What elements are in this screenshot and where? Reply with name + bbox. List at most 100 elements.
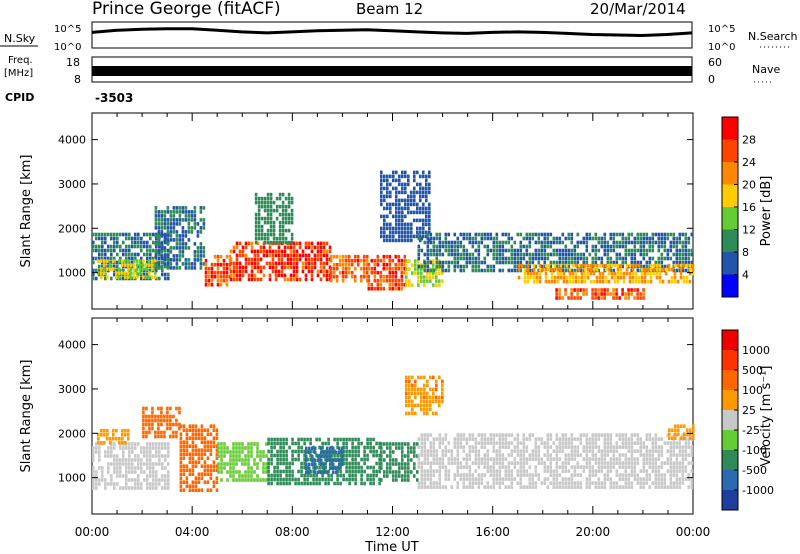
data-cell (525, 485, 529, 489)
data-cell (689, 436, 692, 440)
data-cell (516, 252, 520, 257)
data-cell (669, 441, 673, 445)
data-cell (267, 469, 270, 474)
data-cell (498, 433, 502, 437)
data-cell (639, 260, 643, 265)
data-cell (417, 248, 421, 253)
data-cell (398, 206, 401, 211)
data-cell (621, 433, 625, 437)
data-cell (282, 445, 285, 450)
data-cell (376, 286, 380, 291)
data-cell (523, 267, 527, 272)
data-cell (411, 283, 414, 287)
data-cell (465, 437, 469, 441)
data-cell (604, 275, 608, 280)
data-cell (369, 481, 372, 486)
data-cell (185, 448, 189, 452)
data-cell (528, 232, 532, 237)
data-cell (591, 437, 595, 441)
data-cell (516, 469, 520, 473)
data-cell (471, 449, 475, 453)
data-cell (522, 445, 526, 449)
data-cell (462, 481, 466, 485)
data-cell (400, 278, 404, 283)
data-cell (400, 258, 404, 263)
data-cell (155, 454, 158, 458)
data-cell (351, 441, 354, 446)
data-cell (160, 422, 163, 427)
data-cell (534, 437, 538, 441)
data-cell (504, 445, 508, 449)
data-cell (325, 261, 329, 266)
data-cell (104, 450, 107, 454)
data-cell (256, 450, 259, 454)
data-cell (266, 228, 270, 233)
data-cell (627, 481, 631, 485)
data-cell (576, 449, 580, 453)
data-cell (241, 450, 244, 454)
data-cell (674, 432, 677, 436)
data-cell (253, 462, 256, 466)
data-cell (303, 449, 306, 454)
data-cell (591, 260, 595, 265)
data-cell (330, 461, 333, 466)
data-cell (404, 190, 407, 195)
data-cell (166, 218, 170, 222)
data-cell (639, 236, 643, 241)
data-cell (615, 457, 619, 461)
data-cell (543, 445, 547, 449)
data-cell (660, 256, 664, 261)
data-cell (453, 477, 457, 481)
data-cell (247, 462, 250, 466)
data-cell (633, 260, 637, 265)
data-cell (232, 269, 236, 274)
data-cell (363, 453, 366, 458)
data-cell (190, 226, 194, 230)
data-cell (522, 433, 526, 437)
data-cell (498, 437, 502, 441)
data-cell (223, 442, 226, 446)
data-cell (247, 442, 250, 446)
data-cell (660, 232, 664, 237)
data-cell (109, 267, 112, 271)
data-cell (182, 448, 186, 452)
data-cell (519, 248, 523, 253)
data-cell (603, 437, 607, 441)
data-cell (175, 418, 178, 423)
data-cell (397, 286, 401, 291)
data-cell (392, 178, 395, 183)
data-cell (98, 252, 101, 257)
data-cell (215, 456, 219, 460)
data-cell (106, 428, 109, 433)
data-cell (642, 469, 646, 473)
data-cell (262, 253, 266, 258)
data-cell (483, 433, 487, 437)
data-cell (423, 453, 427, 457)
data-cell (528, 260, 532, 265)
data-cell (265, 462, 268, 466)
data-cell (453, 264, 457, 269)
data-cell (369, 441, 372, 446)
data-cell (450, 252, 454, 257)
data-cell (606, 256, 610, 261)
colorbar-tick-label: -500 (742, 464, 767, 477)
data-cell (477, 256, 481, 261)
data-cell (351, 449, 354, 454)
data-cell (148, 271, 151, 275)
data-cell (219, 282, 223, 287)
data-cell (300, 481, 303, 486)
data-cell (486, 457, 490, 461)
data-cell (175, 430, 178, 435)
data-cell (597, 481, 601, 485)
data-cell (280, 249, 284, 254)
data-cell (591, 292, 594, 296)
data-cell (648, 457, 652, 461)
data-cell (426, 244, 430, 249)
data-cell (692, 424, 695, 428)
data-cell (365, 266, 369, 271)
data-cell (383, 198, 386, 203)
data-cell (573, 445, 577, 449)
data-cell (312, 481, 315, 486)
data-cell (528, 264, 532, 269)
data-cell (103, 432, 106, 437)
